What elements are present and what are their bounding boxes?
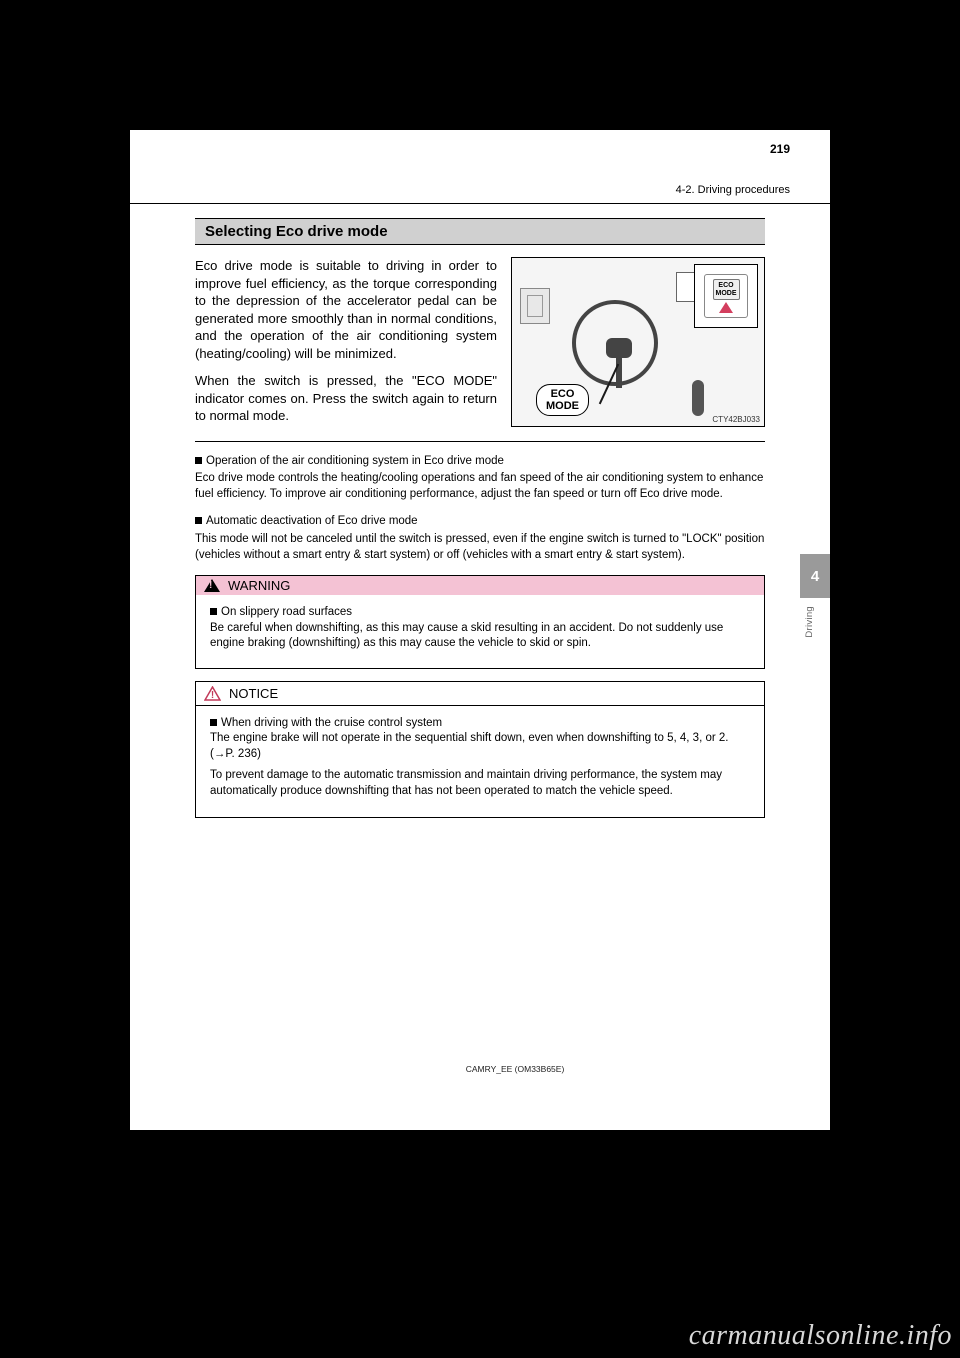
- dashboard-illustration: ECO MODE ECO MODE CTY42BJ033: [511, 257, 765, 427]
- intro-row: Eco drive mode is suitable to driving in…: [195, 257, 765, 435]
- chapter-tab: 4: [800, 554, 830, 598]
- warning-title: On slippery road surfaces: [221, 605, 352, 621]
- bullet-icon: [210, 719, 217, 726]
- page-number: 219: [770, 142, 790, 156]
- intro-text: Eco drive mode is suitable to driving in…: [195, 257, 497, 435]
- warning-header: WARNING: [196, 576, 764, 595]
- section-path: 4-2. Driving procedures: [676, 184, 790, 196]
- warning-text: Be careful when downshifting, as this ma…: [210, 621, 750, 652]
- note-op-title: Operation of the air conditioning system…: [206, 454, 504, 470]
- warning-body: On slippery road surfaces Be careful whe…: [196, 595, 764, 668]
- notice-text-1: The engine brake will not operate in the…: [210, 731, 750, 762]
- eco-mode-callout: ECO MODE: [536, 384, 589, 416]
- footer-code: CAMRY_EE (OM33B65E): [466, 1064, 565, 1074]
- button-inset: ECO MODE: [694, 264, 758, 328]
- divider-line: [195, 441, 765, 442]
- notice-label: NOTICE: [229, 686, 278, 701]
- notice-text-2: To prevent damage to the automatic trans…: [210, 768, 750, 799]
- section-header: Selecting Eco drive mode: [195, 218, 765, 245]
- warning-box: WARNING On slippery road surfaces Be car…: [195, 575, 765, 669]
- image-code: CTY42BJ033: [712, 415, 760, 424]
- content-area: Selecting Eco drive mode Eco drive mode …: [130, 218, 830, 818]
- eco-btn-l1: ECO: [716, 282, 737, 290]
- vent-icon: [520, 288, 550, 324]
- gear-lever-icon: [692, 380, 704, 416]
- note-op-body: Eco drive mode controls the heating/cool…: [195, 471, 765, 502]
- chapter-label: Driving: [804, 606, 826, 638]
- page-header: 219 4-2. Driving procedures: [130, 134, 830, 204]
- notice-title: When driving with the cruise control sys…: [221, 716, 442, 732]
- eco-btn-l2: MODE: [716, 290, 737, 298]
- note-auto: Automatic deactivation of Eco drive mode…: [195, 514, 765, 563]
- bullet-icon: [195, 517, 202, 524]
- eco-label-l1: ECO: [546, 388, 579, 400]
- svg-text:!: !: [211, 690, 214, 701]
- bullet-icon: [210, 608, 217, 615]
- manual-page: 219 4-2. Driving procedures Selecting Ec…: [130, 130, 830, 1130]
- warning-triangle-icon: [204, 579, 220, 592]
- notice-b1c: P. 236): [225, 748, 261, 760]
- notice-body: When driving with the cruise control sys…: [196, 706, 764, 818]
- watermark: carmanualsonline.info: [689, 1320, 952, 1352]
- warning-label: WARNING: [228, 578, 290, 593]
- eco-button-label: ECO MODE: [713, 279, 740, 300]
- notice-header: ! NOTICE: [196, 682, 764, 706]
- note-auto-body: This mode will not be canceled until the…: [195, 532, 765, 563]
- intro-p1: Eco drive mode is suitable to driving in…: [195, 257, 497, 362]
- notice-box: ! NOTICE When driving with the cruise co…: [195, 681, 765, 819]
- steering-spoke-icon: [616, 352, 622, 388]
- notice-b1: The engine brake will not operate in the…: [210, 732, 728, 760]
- eco-label-l2: MODE: [546, 400, 579, 412]
- intro-p2: When the switch is pressed, the "ECO MOD…: [195, 372, 497, 425]
- note-auto-title: Automatic deactivation of Eco drive mode: [206, 514, 418, 530]
- notice-triangle-icon: !: [204, 686, 221, 701]
- chapter-number: 4: [811, 568, 819, 585]
- eco-button-frame: ECO MODE: [704, 274, 748, 318]
- note-operation: Operation of the air conditioning system…: [195, 454, 765, 503]
- arrow-right-icon: →: [214, 748, 226, 760]
- arrow-up-icon: [719, 302, 733, 313]
- bullet-icon: [195, 457, 202, 464]
